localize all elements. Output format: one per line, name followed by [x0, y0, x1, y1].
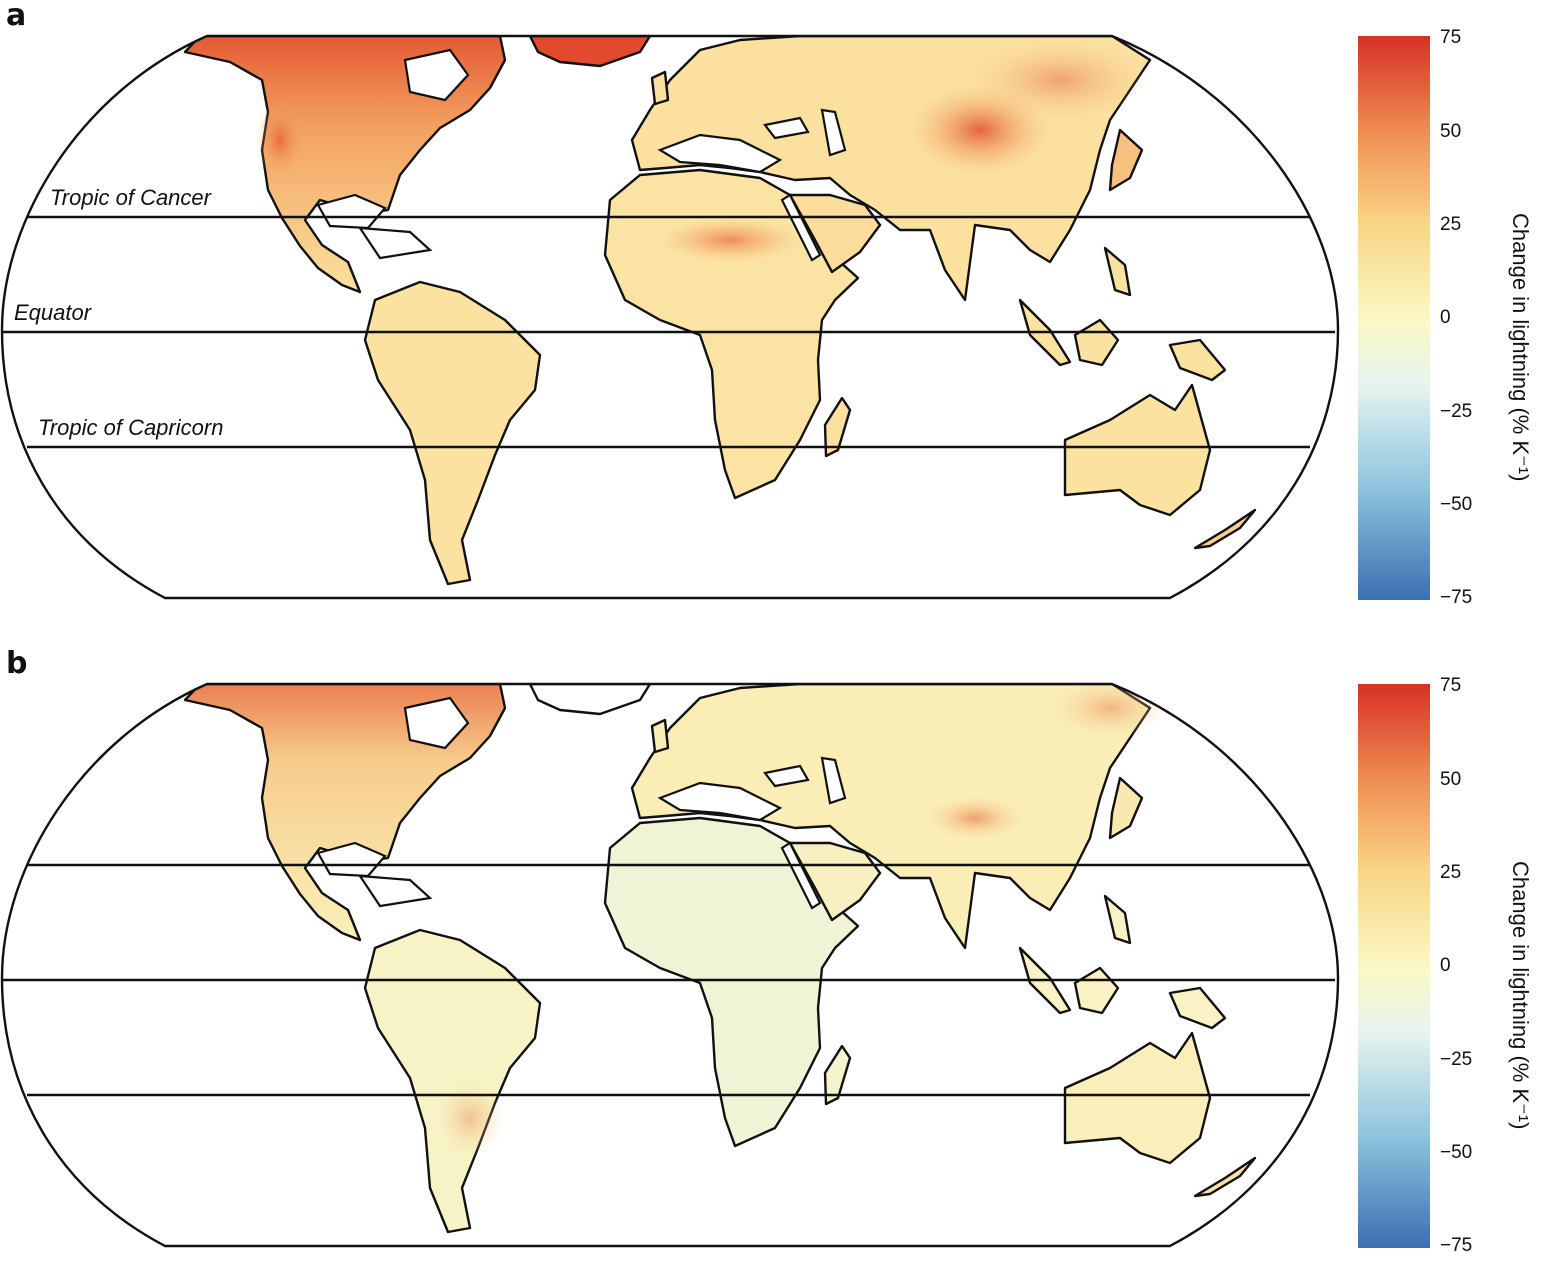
tropic-of-cancer-label: Tropic of Cancer — [50, 185, 213, 210]
colorbar-tick: −25 — [1440, 1049, 1473, 1070]
colorbar-tick: 25 — [1440, 862, 1462, 883]
colorbar-tick: −50 — [1440, 494, 1473, 515]
land-new-zealand — [1193, 1156, 1257, 1198]
caribbean — [357, 874, 433, 908]
land-japan — [1108, 128, 1144, 192]
hudson-bay — [403, 48, 470, 102]
land-new-guinea — [1168, 986, 1227, 1030]
tropic-of-capricorn-label: Tropic of Capricorn — [38, 415, 223, 440]
land-uk — [650, 70, 670, 106]
land-new-guinea — [1168, 338, 1227, 382]
land-borneo — [1073, 318, 1120, 367]
land-layer — [183, 684, 1257, 1234]
colorbar — [1358, 684, 1430, 1248]
colorbar-label: Change in lightning (% K⁻¹) — [1508, 861, 1533, 1130]
equator-label: Equator — [14, 300, 93, 325]
land-philippines — [1103, 246, 1132, 297]
panel-letter: a — [6, 0, 27, 33]
land-south-america — [363, 928, 542, 1234]
world-map: Tropic of Cancer Equator Tropic of Capri… — [0, 34, 1340, 600]
caribbean — [357, 226, 433, 260]
colorbar-tick: 75 — [1440, 675, 1462, 696]
land-australia — [1063, 1031, 1212, 1165]
land-japan — [1108, 776, 1144, 840]
land-borneo — [1073, 966, 1120, 1015]
land-australia — [1063, 383, 1212, 517]
colorbar — [1358, 36, 1430, 600]
red-sea — [780, 841, 822, 910]
map-frame — [0, 682, 1340, 1248]
colorbar-tick: −75 — [1440, 587, 1473, 608]
land-africa — [603, 168, 860, 500]
land-new-zealand — [1193, 508, 1257, 550]
land-arabia — [788, 193, 882, 274]
land-madagascar — [823, 396, 852, 458]
land-arabia — [788, 841, 882, 922]
red-sea — [780, 193, 822, 262]
black-sea — [763, 116, 810, 140]
caspian-sea — [820, 108, 847, 157]
colorbar-tick: 0 — [1440, 307, 1451, 328]
colorbar-tick: −50 — [1440, 1142, 1473, 1163]
panel-b: b — [0, 646, 1542, 1288]
panel-letter: b — [6, 646, 28, 681]
land-south-america — [363, 280, 542, 586]
colorbar-label: Change in lightning (% K⁻¹) — [1508, 213, 1533, 482]
land-layer — [183, 36, 1257, 586]
colorbar-tick: −25 — [1440, 401, 1473, 422]
caspian-sea — [820, 756, 847, 805]
colorbar-tick: 25 — [1440, 214, 1462, 235]
land-africa — [603, 816, 860, 1148]
panel-a: a — [0, 0, 1542, 640]
mediterranean — [657, 133, 783, 174]
mediterranean — [657, 781, 783, 822]
land-philippines — [1103, 894, 1132, 945]
land-greenland — [528, 36, 652, 68]
land-uk — [650, 718, 670, 754]
colorbar-tick: 0 — [1440, 955, 1451, 976]
land-greenland — [528, 684, 652, 716]
colorbar-tick: 50 — [1440, 769, 1462, 790]
black-sea — [763, 764, 810, 788]
land-madagascar — [823, 1044, 852, 1106]
hudson-bay — [403, 696, 470, 750]
colorbar-tick: 50 — [1440, 121, 1462, 142]
world-map — [0, 682, 1340, 1248]
colorbar-tick: −75 — [1440, 1235, 1473, 1256]
colorbar-tick: 75 — [1440, 27, 1462, 48]
land-eurasia — [630, 684, 1152, 950]
land-north-america — [183, 684, 507, 942]
map-frame — [0, 34, 1340, 600]
